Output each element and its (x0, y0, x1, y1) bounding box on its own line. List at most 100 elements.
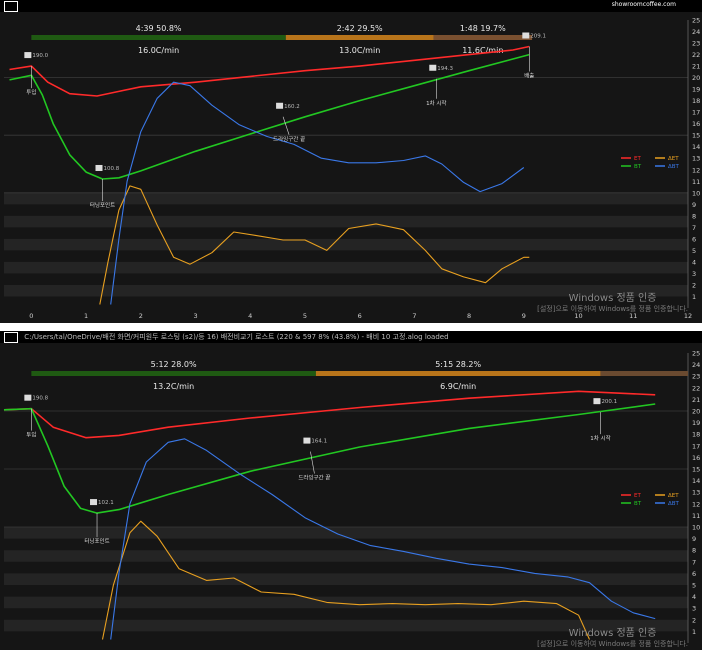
brand-label: showroomcoffee.com (611, 1, 676, 8)
background-band (4, 619, 688, 632)
annotation-value: 209.1 (530, 33, 546, 39)
y-tick-label: 6 (692, 570, 696, 578)
watermark-subtitle: [설정]으로 이동하여 Windows를 정품 인증합니다. (537, 640, 688, 648)
y-tick-label: 17 (692, 442, 700, 450)
y-tick-label: 1 (692, 628, 696, 636)
chart-title-bar (0, 0, 702, 12)
y-tick-label: 8 (692, 212, 696, 220)
panel-separator (0, 323, 702, 331)
y-tick-label: 18 (692, 97, 700, 105)
y-tick-label: 11 (692, 512, 700, 520)
y-tick-label: 2 (692, 616, 696, 624)
background-band (4, 550, 688, 562)
x-tick-label: 9 (522, 312, 526, 320)
activation-watermark: Windows 정품 인증 [설정]으로 이동하여 Windows를 정품 인증… (537, 624, 688, 649)
app-logo-icon (4, 1, 18, 12)
annotation-tag-box (429, 64, 437, 71)
annotation-leader (282, 116, 290, 135)
phase-bar-segment (315, 371, 601, 376)
y-tick-label: 15 (692, 132, 700, 140)
legend-label: ΔET (668, 493, 679, 499)
background-band (4, 215, 688, 228)
annotation-value: 100.8 (103, 166, 119, 172)
y-tick-label: 5 (692, 247, 696, 255)
series-line-delta-bt (110, 438, 656, 640)
phase-bar-segment (600, 371, 688, 376)
y-tick-label: 20 (692, 408, 700, 416)
legend-label: ET (634, 156, 641, 162)
y-tick-label: 14 (692, 143, 700, 151)
phase-rate-label: 6.9C/min (440, 382, 476, 391)
x-tick-label: 10 (574, 312, 582, 320)
y-tick-label: 21 (692, 396, 700, 404)
phase-label: 5:15 28.2% (435, 360, 481, 369)
phase-bar-segment (31, 35, 286, 40)
y-tick-label: 6 (692, 235, 696, 243)
annotation-tag-box (24, 394, 32, 401)
annotation-tag-box (90, 499, 98, 506)
chart-title-bar: C:/Users/tal/OneDrive/배전 화면/커피원두 로스팅 (s2… (0, 331, 702, 343)
y-tick-label: 23 (692, 373, 700, 381)
phase-label: 4:39 50.8% (136, 24, 182, 33)
phase-rate-label: 16.0C/min (138, 46, 179, 55)
annotation-label: 배출 (524, 71, 534, 79)
annotation-tag-box (276, 102, 284, 109)
chart-plot: 1234567891011121314151617181920212223242… (3, 350, 700, 643)
y-tick-label: 25 (692, 350, 700, 358)
y-tick-label: 9 (692, 535, 696, 543)
series-line-delta-bt (110, 81, 525, 305)
background-band (4, 284, 688, 297)
legend-label: BT (634, 164, 642, 170)
series-line-et (3, 390, 656, 439)
annotation-value: 102.1 (98, 500, 114, 506)
y-tick-label: 3 (692, 605, 696, 613)
y-tick-label: 10 (692, 524, 700, 532)
phase-bar-segment (31, 371, 316, 376)
annotation-tag-box (24, 52, 32, 59)
series-line-bt (3, 403, 656, 514)
series-line-bt (9, 53, 530, 180)
phase-rate-label: 11.6C/min (462, 46, 503, 55)
y-tick-label: 4 (692, 258, 696, 266)
phase-label: 2:42 29.5% (337, 24, 383, 33)
y-tick-label: 19 (692, 86, 700, 94)
y-tick-label: 4 (692, 593, 696, 601)
x-tick-label: 0 (29, 312, 33, 320)
annotation-value: 164.1 (311, 439, 327, 445)
y-tick-label: 1 (692, 293, 696, 301)
annotation-leader (310, 451, 315, 474)
background-band (4, 238, 688, 251)
y-tick-label: 10 (692, 189, 700, 197)
phase-rate-label: 13.2C/min (153, 382, 194, 391)
series-line-et (9, 45, 530, 97)
annotation-tag-box (593, 398, 601, 405)
y-tick-label: 12 (692, 166, 700, 174)
y-tick-label: 12 (692, 500, 700, 508)
y-tick-label: 14 (692, 477, 700, 485)
annotation-label: 드라잉구간 끝 (298, 474, 330, 482)
watermark-subtitle: [설정]으로 이동하여 Windows를 정품 인증합니다. (537, 305, 688, 313)
legend-label: ΔET (668, 156, 679, 162)
y-tick-label: 16 (692, 120, 700, 128)
background-band (4, 573, 688, 585)
y-tick-label: 13 (692, 489, 700, 497)
background-band (4, 261, 688, 274)
annotation-label: 터닝포인트 (90, 201, 115, 209)
y-tick-label: 2 (692, 281, 696, 289)
background-band (4, 596, 688, 609)
annotation-label: 1차 시작 (426, 99, 446, 107)
series-line-delta-et (101, 520, 591, 640)
x-tick-label: 3 (193, 312, 197, 320)
y-tick-label: 22 (692, 384, 700, 392)
x-tick-label: 4 (248, 312, 252, 320)
annotation-value: 190.0 (32, 53, 48, 59)
y-tick-label: 21 (692, 63, 700, 71)
y-tick-label: 7 (692, 224, 696, 232)
annotation-value: 200.1 (601, 399, 617, 405)
phase-bar-segment (285, 35, 434, 40)
y-tick-label: 3 (692, 270, 696, 278)
y-tick-label: 17 (692, 109, 700, 117)
phase-bar-segment (433, 35, 533, 40)
x-tick-label: 11 (629, 312, 637, 320)
roast-chart-top: showroomcoffee.com 1 2 3 4 5 6 7 8 9 10 11 12 13 14 15… (0, 0, 702, 323)
